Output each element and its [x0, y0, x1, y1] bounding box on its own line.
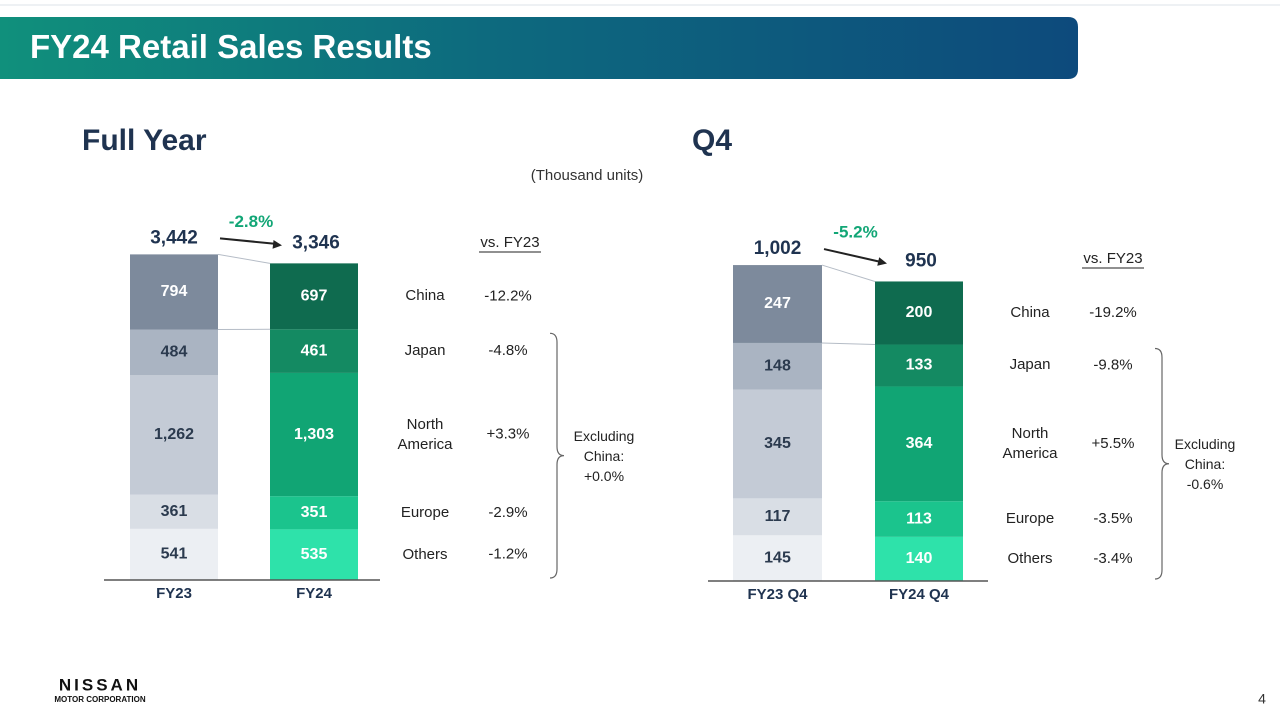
change-arrow [219, 237, 277, 245]
bracket-label: Excluding China: -0.6% [1174, 435, 1236, 492]
series-name: China [1010, 303, 1050, 321]
connector [217, 253, 271, 264]
total-change: -5.2% [833, 223, 877, 242]
bar-segment [733, 342, 822, 390]
header-bar [0, 17, 1078, 79]
series-name: North America [1002, 424, 1058, 462]
logo-name: NISSAN [59, 675, 141, 694]
series-name: Europe [1005, 510, 1055, 528]
category-label: FY24 Q4 [889, 586, 950, 603]
page-number: 4 [1258, 691, 1266, 707]
change-arrow [823, 248, 882, 263]
comparison-label: vs. FY23 [1083, 250, 1142, 267]
series-name: Japan [404, 342, 446, 360]
segment-label: 361 [161, 503, 188, 520]
segment-label: 535 [301, 546, 328, 563]
bar-segment [270, 372, 358, 497]
brace [1154, 347, 1170, 580]
category-label: FY23 Q4 [747, 586, 808, 603]
change-label: +3.3% [487, 426, 530, 443]
segment-label: 140 [906, 550, 933, 567]
segment-label: 113 [906, 510, 932, 527]
bar-segment [270, 263, 358, 330]
category-label: FY24 [296, 585, 333, 602]
change-label: +5.5% [1092, 435, 1135, 452]
chart-title: Q4 [692, 124, 733, 157]
series-name: Others [1007, 549, 1053, 567]
change-label: -3.4% [1093, 550, 1132, 567]
bar-segment [270, 496, 358, 530]
bracket-label: Excluding China: +0.0% [573, 427, 635, 484]
slide-title: FY24 Retail Sales Results [30, 28, 432, 65]
segment-label: 351 [301, 504, 328, 521]
segment-label: 345 [764, 435, 791, 452]
change-label: -9.8% [1093, 356, 1132, 373]
series-name: Japan [1009, 356, 1051, 374]
segment-label: 148 [764, 357, 791, 374]
change-label: -3.5% [1093, 510, 1132, 527]
change-label: -12.2% [484, 287, 532, 304]
bar-segment [270, 529, 358, 580]
bar-segment [130, 494, 218, 529]
bar-segment [875, 281, 963, 345]
bar-segment [875, 536, 963, 581]
bar-segment [733, 498, 822, 536]
bar-segment [733, 389, 822, 499]
series-name: China [405, 287, 445, 305]
change-label: -4.8% [488, 342, 527, 359]
comparison-label: vs. FY23 [480, 234, 539, 251]
brace [549, 332, 565, 579]
bar-segment [130, 329, 218, 376]
segment-label: 461 [301, 342, 328, 359]
segment-label: 247 [764, 295, 791, 312]
change-label: -1.2% [488, 546, 527, 563]
segment-label: 133 [906, 357, 933, 374]
arrow-head [272, 240, 282, 249]
segment-label: 117 [765, 508, 791, 525]
bar-segment [733, 265, 822, 343]
total-label: 3,442 [150, 227, 198, 248]
total-label: 3,346 [292, 232, 340, 253]
segment-label: 541 [161, 546, 188, 563]
chart-title: Full Year [82, 124, 207, 157]
bar-segment [875, 386, 963, 502]
series-name: North America [397, 415, 453, 453]
segment-label: 794 [161, 283, 188, 300]
total-label: 1,002 [754, 238, 802, 259]
arrow-head [877, 257, 887, 266]
segment-label: 200 [906, 304, 933, 321]
segment-label: 145 [764, 549, 791, 566]
bar-segment [270, 329, 358, 373]
connector [821, 342, 876, 346]
change-label: -19.2% [1089, 304, 1137, 321]
segment-label: 697 [301, 288, 328, 305]
segment-label: 364 [906, 435, 933, 452]
bar-segment [130, 528, 218, 580]
bar-segment [130, 375, 218, 495]
segment-label: 1,262 [154, 426, 194, 443]
total-label: 950 [905, 250, 937, 271]
segment-label: 484 [161, 344, 188, 361]
connector [821, 264, 876, 282]
segment-label: 1,303 [294, 426, 334, 443]
total-change: -2.8% [229, 212, 273, 231]
logo-sub: MOTOR CORPORATION [54, 695, 145, 704]
category-label: FY23 [156, 585, 192, 602]
bar-segment [875, 344, 963, 387]
change-label: -2.9% [488, 504, 527, 521]
bar-segment [875, 501, 963, 537]
bar-segment [733, 535, 822, 581]
bar-segment [130, 254, 218, 330]
unit-note: (Thousand units) [531, 167, 644, 184]
series-name: Others [402, 545, 448, 563]
series-name: Europe [400, 503, 450, 521]
